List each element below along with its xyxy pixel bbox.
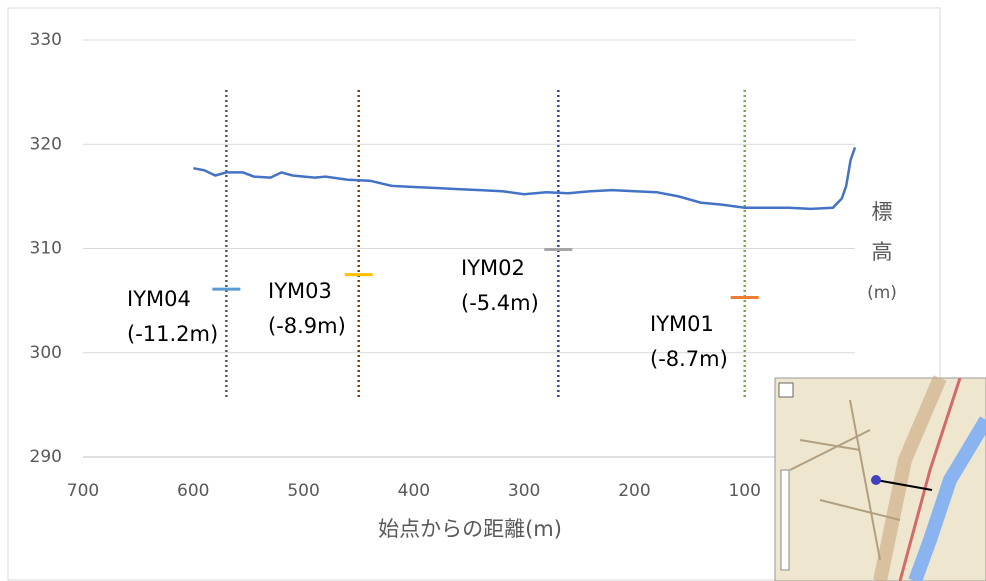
- x-tick-label: 100: [728, 481, 760, 501]
- y-tick-label: 310: [30, 239, 62, 259]
- well-label: IYM04: [127, 287, 191, 311]
- well-label: IYM03: [268, 279, 332, 303]
- well-label: (-8.7m): [650, 347, 728, 371]
- chart: 290 300 310 320 330 700 600 500 400 300 200 100 始点から…: [0, 0, 986, 581]
- well-label: (-11.2m): [127, 322, 218, 346]
- x-tick-label: 200: [618, 481, 650, 501]
- x-tick-label: 500: [287, 481, 319, 501]
- well-label: (-8.9m): [268, 314, 346, 338]
- well-label: (-5.4m): [461, 291, 539, 315]
- x-tick-label: 700: [67, 481, 99, 501]
- y-axis-label: 標: [872, 200, 893, 224]
- x-tick-label: 400: [398, 481, 430, 501]
- y-tick-label: 320: [30, 134, 62, 154]
- x-axis-label: 始点からの距離(m): [378, 517, 562, 541]
- x-tick-label: 300: [508, 481, 540, 501]
- well-label: IYM02: [461, 256, 525, 280]
- y-tick-label: 330: [30, 30, 62, 50]
- y-tick-label: 300: [30, 343, 62, 363]
- x-tick-label: 600: [177, 481, 209, 501]
- y-axis-label: 高: [872, 240, 893, 264]
- well-label: IYM01: [650, 312, 714, 336]
- y-tick-label: 290: [30, 447, 62, 467]
- y-axis-label: (m): [867, 283, 897, 303]
- map-inset: [775, 378, 986, 581]
